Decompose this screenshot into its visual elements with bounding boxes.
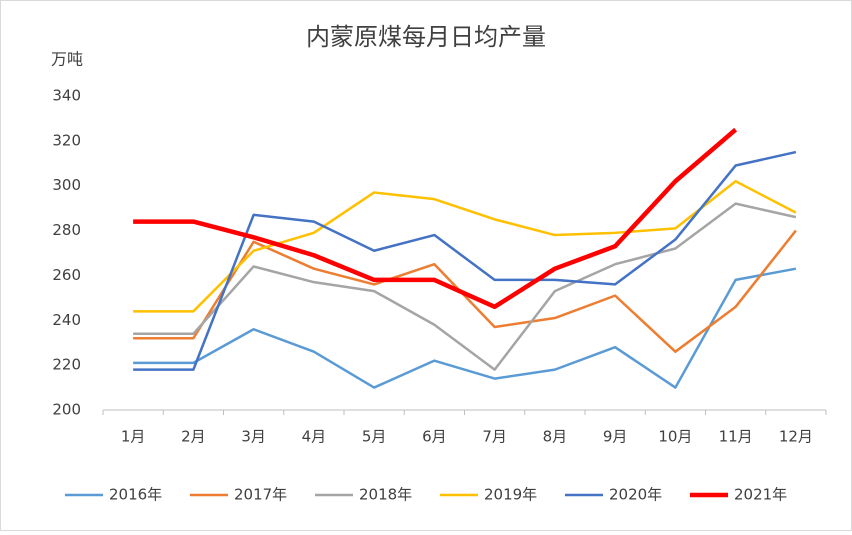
x-tick-label: 4月 — [302, 428, 327, 446]
x-tick-label: 5月 — [362, 428, 387, 446]
y-tick-label: 200 — [52, 401, 81, 419]
y-tick-label: 300 — [52, 176, 81, 194]
y-tick-label: 320 — [52, 131, 81, 149]
series-line — [133, 150, 797, 371]
series-line — [133, 179, 797, 313]
x-tick-label: 7月 — [482, 428, 507, 446]
chart-title: 内蒙原煤每月日均产量 — [306, 23, 546, 51]
y-axis-label: 万吨 — [51, 50, 83, 69]
x-tick-label: 8月 — [543, 428, 568, 446]
y-tick-label: 260 — [52, 266, 81, 284]
series-line — [133, 202, 797, 371]
y-tick-label: 280 — [52, 221, 81, 239]
x-tick-label: 6月 — [422, 428, 447, 446]
x-tick-label: 12月 — [779, 428, 813, 446]
x-tick-label: 1月 — [121, 428, 146, 446]
legend-label: 2018年 — [359, 486, 412, 504]
legend-label: 2019年 — [484, 486, 537, 504]
y-tick-label: 240 — [52, 311, 81, 329]
x-tick-label: 3月 — [241, 428, 266, 446]
legend-label: 2016年 — [109, 486, 162, 504]
x-tick-label: 2月 — [181, 428, 206, 446]
legend-label: 2020年 — [609, 486, 662, 504]
x-tick-label: 10月 — [658, 428, 692, 446]
x-tick-label: 11月 — [719, 428, 753, 446]
legend-label: 2017年 — [234, 486, 287, 504]
series-line — [133, 127, 738, 310]
series-line — [133, 267, 797, 389]
y-tick-label: 220 — [52, 356, 81, 374]
y-tick-label: 340 — [52, 87, 81, 105]
legend-label: 2021年 — [734, 486, 787, 504]
x-tick-label: 9月 — [603, 428, 628, 446]
